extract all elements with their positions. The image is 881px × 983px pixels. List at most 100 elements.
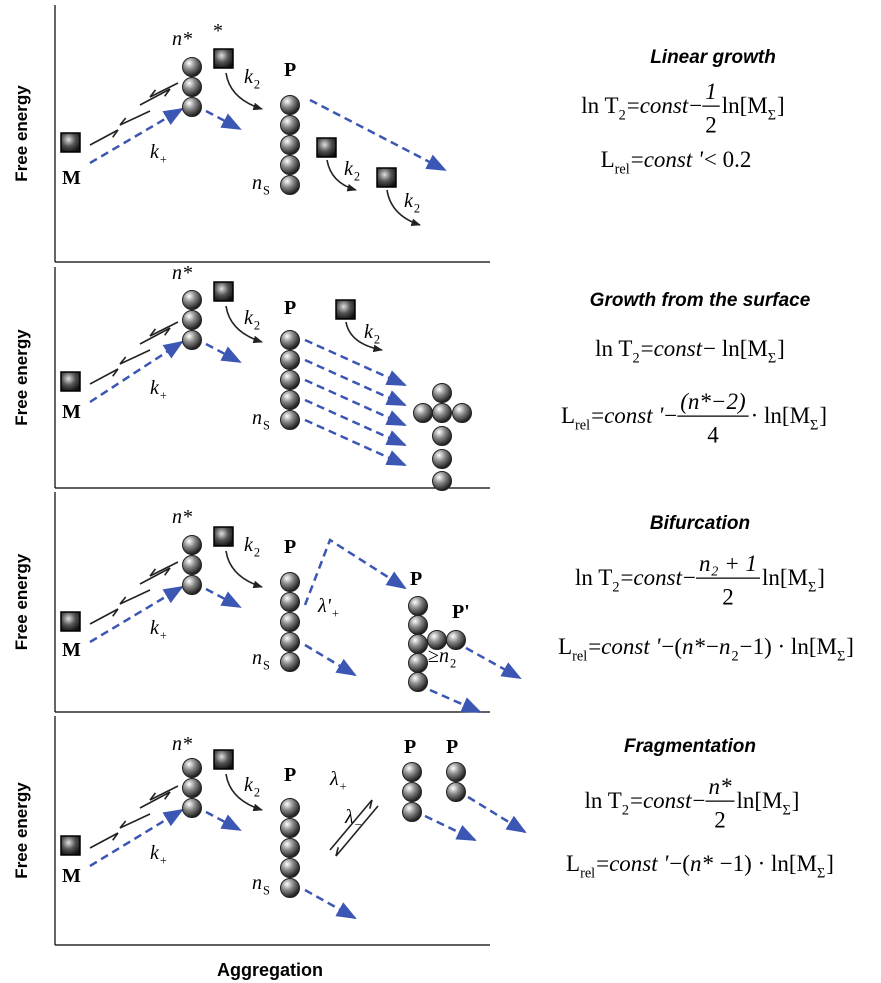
harpoon (150, 786, 178, 800)
italic-run: const (654, 336, 703, 361)
text-run: − (689, 93, 702, 118)
harpoon (90, 369, 118, 384)
sphere (281, 176, 300, 195)
sphere (281, 136, 300, 155)
subscript: 2 (632, 350, 639, 366)
italic-run: k (150, 842, 160, 864)
sphere (281, 799, 300, 818)
expression: M (62, 865, 81, 887)
monomer (214, 282, 233, 301)
italic-run: k (150, 377, 160, 399)
expression: P (284, 764, 296, 786)
expression: * (213, 20, 223, 42)
text-run: P (404, 736, 416, 758)
subscript: Σ (782, 802, 790, 818)
text-run: −1) · ln[M (740, 634, 837, 659)
expression: ln T2 = const − 12 ln[MΣ] (581, 79, 784, 138)
sphere (183, 58, 202, 77)
italic-run: n (252, 407, 262, 429)
italic-run: n (252, 647, 262, 669)
sphere (183, 78, 202, 97)
text-run: ln[M (762, 565, 808, 590)
monomer (336, 300, 355, 319)
text-run: − (664, 403, 677, 428)
text-run: *− (695, 634, 719, 659)
italic-run: n (172, 262, 182, 284)
expression: ln T2 = const − n₂ + 12 ln[MΣ] (575, 551, 825, 610)
text-run: P' (452, 601, 470, 623)
subscript: 2 (254, 786, 260, 800)
italic-run: n (682, 634, 694, 659)
dashed-arrow (90, 587, 182, 642)
subscript: Σ (808, 579, 816, 595)
denominator: 2 (705, 113, 717, 138)
dashed-arrow (430, 690, 480, 712)
sphere (433, 472, 452, 491)
expression: λ+ (329, 768, 347, 794)
monomer (377, 168, 396, 187)
italic-run: const (633, 565, 682, 590)
figure: Aggregation Free energyn**k2PMk+nSk2k2Li… (0, 0, 881, 983)
sphere (414, 404, 433, 423)
harpoon (120, 111, 150, 125)
numerator: (n*−2) (680, 389, 745, 414)
text-run: ] (777, 336, 785, 361)
italic-run: n (172, 506, 182, 528)
expression: k2 (244, 307, 260, 333)
sphere (183, 556, 202, 575)
dashed-arrow (305, 890, 355, 918)
sphere (409, 635, 428, 654)
expression: n* (172, 733, 193, 755)
harpoon (150, 322, 178, 336)
text-run: L (561, 403, 575, 428)
sphere (281, 879, 300, 898)
text-run: ] (826, 851, 834, 876)
expression: ln T2 = const − n*2 ln[MΣ] (585, 774, 800, 833)
expression: k2 (244, 774, 260, 800)
italic-run: k (244, 66, 254, 88)
expression: M (62, 639, 81, 661)
dashed-arrow (305, 645, 355, 675)
numerator: n* (708, 774, 732, 799)
sphere (281, 613, 300, 632)
dashed-arrow (305, 400, 405, 445)
italic-run: n (439, 645, 449, 667)
expression: M (62, 401, 81, 423)
denominator: 2 (722, 585, 734, 610)
sphere (453, 404, 472, 423)
text-run: P (446, 736, 458, 758)
text-run: ] (777, 93, 785, 118)
sphere (183, 759, 202, 778)
sphere (281, 633, 300, 652)
sphere (183, 799, 202, 818)
expression: P (284, 536, 296, 558)
text-run: = (630, 788, 643, 813)
italic-run: const (640, 93, 689, 118)
expression: P' (452, 601, 470, 623)
subscript: + (332, 607, 339, 621)
subscript: Σ (768, 350, 776, 366)
text-run: −( (661, 634, 682, 659)
sphere (447, 783, 466, 802)
italic-run: λ' (317, 595, 332, 617)
text-run: ] (792, 788, 800, 813)
text-run: L (601, 147, 615, 172)
sphere (183, 291, 202, 310)
text-run: P (410, 568, 422, 590)
italic-run: const ' (604, 403, 664, 428)
italic-run: k (244, 774, 254, 796)
italic-run: n (252, 172, 262, 194)
text-run: L (566, 851, 580, 876)
text-run: P (284, 297, 296, 319)
sphere (281, 96, 300, 115)
sphere (281, 391, 300, 410)
subscript: 2 (254, 78, 260, 92)
subscript: + (160, 629, 167, 643)
monomer (214, 527, 233, 546)
expression: Lrel = const ' < 0.2 (601, 147, 752, 177)
text-run: = (627, 93, 640, 118)
dashed-arrow (468, 797, 525, 832)
expression: nS (252, 172, 270, 198)
